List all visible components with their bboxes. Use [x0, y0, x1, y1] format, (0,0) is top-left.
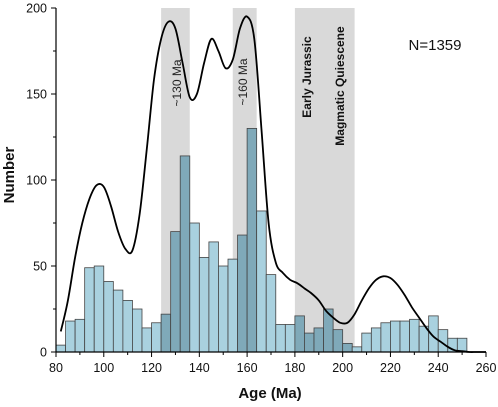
histogram-bar	[170, 231, 181, 353]
x-axis-title: Age (Ma)	[238, 385, 301, 402]
x-tick-label: 140	[189, 361, 210, 375]
y-tick-label: 50	[33, 260, 47, 274]
histogram-bar	[141, 327, 152, 353]
histogram-bar	[332, 329, 344, 353]
histogram-bar	[399, 320, 410, 353]
histogram-bar	[74, 318, 86, 353]
histogram-bar	[342, 342, 353, 353]
histogram-bar	[160, 313, 172, 353]
histogram-bar	[294, 315, 305, 353]
band-label-130: ~130 Ma	[170, 59, 184, 106]
histogram-bar	[65, 320, 76, 353]
y-tick-label: 0	[40, 346, 47, 360]
histogram-bar	[112, 289, 124, 353]
x-tick-label: 200	[332, 361, 353, 375]
y-tick-label: 100	[26, 174, 47, 188]
histogram-bar	[265, 274, 277, 353]
y-axis-title: Number	[1, 147, 18, 204]
histogram-bar	[84, 267, 95, 353]
histogram-bar	[218, 265, 229, 353]
histogram-bar	[208, 241, 219, 353]
shaded-band-3	[294, 8, 355, 352]
histogram-bar	[103, 281, 114, 353]
x-tick-label: 160	[237, 361, 258, 375]
x-tick-label: 120	[141, 361, 162, 375]
histogram-bar	[256, 210, 267, 353]
y-axis-ticks: 0 50 100 150 200	[26, 2, 56, 360]
band-label-magmatic-quiescene: Magmatic Quiescene	[333, 26, 347, 146]
x-axis-ticks: 80 100 120 140 160 180 200 220 240 260	[49, 352, 496, 375]
histogram-bar	[132, 308, 143, 353]
histogram-bar	[409, 318, 420, 353]
histogram-bar	[361, 332, 372, 353]
histogram-bar	[189, 222, 200, 353]
histogram-bar	[313, 327, 324, 353]
histogram-bar	[151, 322, 162, 353]
band-label-early-jurassic: Early Jurassic	[300, 36, 314, 118]
histogram-bar	[304, 332, 315, 353]
histogram-bar	[237, 234, 248, 353]
histogram-bars	[55, 127, 468, 353]
histogram-bar	[275, 324, 286, 353]
x-tick-label: 220	[380, 361, 401, 375]
x-tick-label: 80	[49, 361, 63, 375]
sample-count-label: N=1359	[409, 37, 462, 54]
y-tick-label: 200	[26, 2, 47, 16]
histogram-bar	[284, 324, 296, 353]
histogram-bar	[380, 322, 391, 353]
histogram-bar	[93, 265, 105, 353]
x-tick-label: 180	[284, 361, 305, 375]
x-tick-label: 260	[476, 361, 497, 375]
x-tick-label: 240	[428, 361, 449, 375]
y-tick-label: 150	[26, 88, 47, 102]
histogram-bar	[179, 155, 191, 353]
x-tick-label: 100	[93, 361, 114, 375]
histogram-bar	[198, 256, 210, 353]
histogram-bar	[351, 346, 363, 353]
histogram-bar	[227, 258, 238, 353]
histogram-bar	[122, 299, 133, 353]
histogram-bar	[246, 127, 258, 353]
histogram-bar	[456, 337, 468, 353]
histogram-bar	[370, 327, 382, 353]
histogram-bar	[390, 320, 401, 353]
histogram-bar	[55, 344, 66, 353]
kde-curve	[59, 15, 486, 353]
band-label-160: ~160 Ma	[236, 58, 250, 105]
